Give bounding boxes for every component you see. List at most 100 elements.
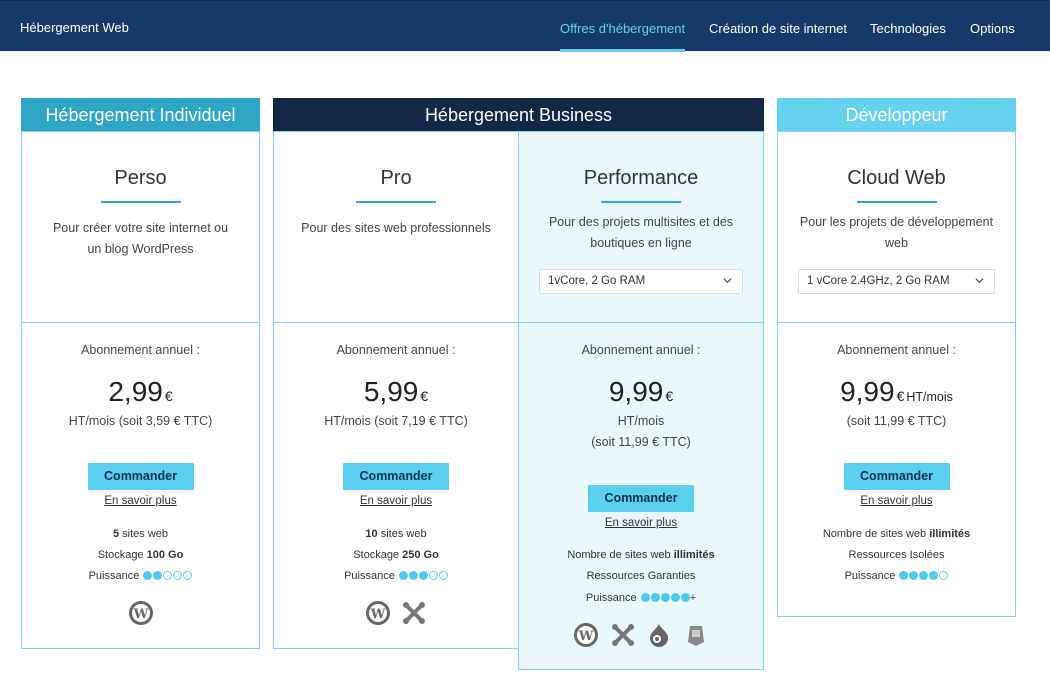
abonnement-label: Abonnement annuel : [336, 343, 456, 357]
svg-text:W: W [578, 629, 594, 644]
plan-card-performance: Performance Pour des projets multisites … [518, 131, 764, 670]
joomla-icon [403, 602, 426, 624]
plan-name: Cloud Web [847, 167, 946, 189]
chevron-down-icon [723, 278, 732, 284]
feature-resources: Ressources Garanties [586, 570, 696, 582]
power-dot-filled [408, 571, 418, 580]
feature-sites: 5 sites web [112, 528, 169, 540]
power-dot-filled [153, 571, 163, 580]
prestashop-icon [687, 626, 704, 646]
feature-storage: Stockage 250 Go [353, 549, 439, 561]
tech-icons: W [274, 600, 518, 626]
tech-icons: W [22, 600, 259, 626]
power-rating [398, 570, 448, 582]
power-dot-filled [929, 571, 939, 580]
category-developpeur: Développeur [777, 98, 1016, 132]
plan-price: 9,99 € HT/mois [840, 376, 953, 407]
title-underline [601, 201, 681, 203]
plan-description: Pour des projets multisites et des bouti… [548, 215, 734, 250]
nav-technologies[interactable]: Technologies [870, 21, 946, 36]
power-dot-filled [143, 571, 153, 580]
power-dot-filled [909, 571, 919, 580]
abonnement-label: Abonnement annuel : [81, 343, 200, 357]
commander-button[interactable]: Commander [588, 485, 694, 512]
feature-storage: Stockage 100 Go [97, 549, 184, 561]
power-dot-filled [640, 593, 650, 602]
nav-options[interactable]: Options [970, 21, 1015, 36]
plan-description: Pour les projets de développement web [799, 215, 994, 250]
feature-sites: Nombre de sites web illimités [822, 528, 971, 540]
price-detail: HT/mois (soit 3,59 € TTC) [68, 414, 213, 428]
feature-power: Puissance + [585, 592, 697, 604]
en-savoir-plus-link[interactable]: En savoir plus [359, 495, 433, 507]
power-dot-filled [418, 571, 428, 580]
commander-button[interactable]: Commander [843, 463, 950, 490]
title-underline [356, 201, 436, 203]
commander-button[interactable]: Commander [343, 463, 449, 490]
price-detail: HT/mois (soit 7,19 € TTC) [324, 414, 468, 428]
power-dot-filled [680, 593, 690, 602]
power-dot-empty [428, 571, 438, 580]
plan-description: Pour créer votre site internet ou un blo… [52, 221, 229, 256]
server-config-select[interactable]: 1 vCore 2.4GHz, 2 Go RAM [798, 269, 995, 294]
feature-sites: Nombre de sites web illimités [567, 549, 715, 561]
card-divider [519, 322, 763, 323]
joomla-icon [611, 624, 634, 646]
plan-price: 2,99 € [108, 376, 173, 407]
abonnement-label: Abonnement annuel : [837, 343, 956, 357]
plan-description: Pour des sites web professionnels [301, 221, 491, 235]
wordpress-icon: W [365, 601, 390, 625]
feature-resources: Ressources Isolées [848, 549, 945, 561]
power-dot-filled [919, 571, 929, 580]
feature-power: Puissance [274, 570, 518, 582]
category-individuel: Hébergement Individuel [21, 98, 260, 132]
en-savoir-plus-link[interactable]: En savoir plus [104, 495, 177, 507]
svg-text:W: W [132, 607, 148, 622]
server-config-select[interactable]: 1vCore, 2 Go RAM [539, 269, 743, 294]
power-rating [142, 570, 193, 582]
nav-creation-site[interactable]: Création de site internet [709, 21, 848, 36]
commander-button[interactable]: Commander [87, 463, 194, 490]
card-divider [274, 322, 518, 323]
card-divider [22, 322, 259, 323]
plan-name: Pro [380, 167, 412, 189]
power-dot-empty [939, 571, 949, 580]
power-rating [898, 570, 949, 582]
tech-icons: W [519, 622, 763, 648]
wordpress-icon: W [128, 601, 153, 625]
chevron-down-icon [975, 278, 984, 284]
plan-name: Perso [114, 167, 167, 189]
power-dot-filled [650, 593, 660, 602]
feature-sites: 10 sites web [365, 528, 427, 540]
abonnement-label: Abonnement annuel : [581, 343, 701, 357]
plan-card-cloud-web: Cloud Web Pour les projets de développem… [777, 131, 1016, 617]
category-business: Hébergement Business [273, 98, 764, 132]
power-dot-empty [438, 571, 448, 580]
plan-card-perso: Perso Pour créer votre site internet ou … [21, 131, 260, 649]
price-ttc: (soit 11,99 € TTC) [846, 414, 947, 428]
en-savoir-plus-link[interactable]: En savoir plus [860, 495, 933, 507]
title-underline [100, 201, 181, 203]
card-divider [778, 322, 1015, 323]
feature-power: Puissance [778, 570, 1015, 582]
power-dot-empty [163, 571, 173, 580]
drupal-icon [650, 624, 669, 647]
title-underline [856, 201, 937, 203]
plan-price: 9,99 € [608, 376, 674, 407]
wordpress-icon: W [574, 623, 599, 647]
price-detail: HT/mois [617, 414, 665, 428]
power-dot-empty [173, 571, 183, 580]
price-ttc: (soit 11,99 € TTC) [591, 435, 691, 449]
feature-power: Puissance [22, 570, 259, 582]
plan-card-pro: Pro Pour des sites web professionnels Ab… [273, 131, 519, 649]
en-savoir-plus-link[interactable]: En savoir plus [604, 517, 678, 529]
power-dot-filled [899, 571, 909, 580]
svg-text:W: W [369, 607, 385, 622]
plan-name: Performance [583, 167, 699, 189]
power-dot-filled [670, 593, 680, 602]
power-dot-filled [660, 593, 670, 602]
top-navbar: Hébergement Web Offres d'hébergement Cré… [0, 0, 1050, 52]
brand-title[interactable]: Hébergement Web [20, 20, 129, 35]
nav-offres-hebergement[interactable]: Offres d'hébergement [560, 1, 686, 52]
power-rating [640, 592, 690, 604]
